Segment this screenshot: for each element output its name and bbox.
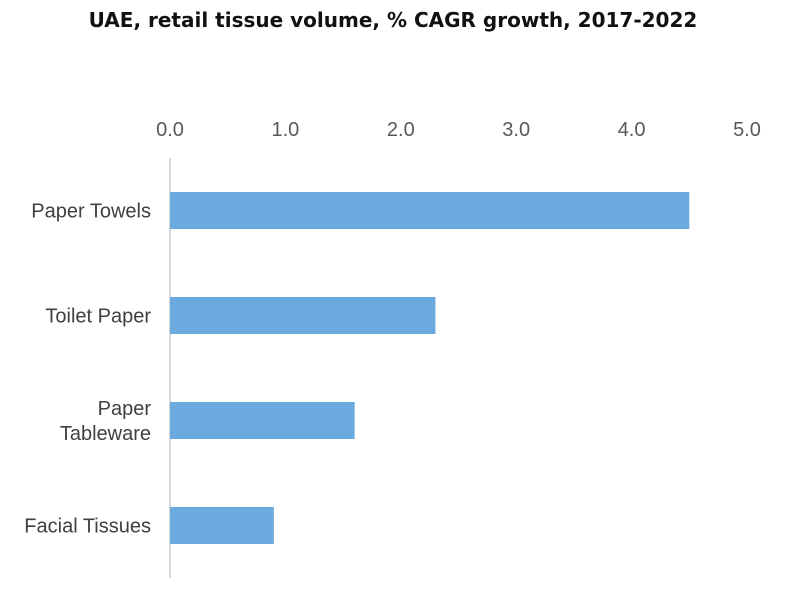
category-label: Paper — [98, 398, 152, 420]
x-tick-label: 1.0 — [271, 119, 299, 141]
category-label: Paper Towels — [31, 201, 151, 223]
bar — [170, 192, 690, 229]
category-label: Facial Tissues — [24, 516, 151, 538]
category-labels: Paper Towels Toilet Paper Paper Tableware Fa… — [24, 201, 151, 538]
x-tick-label: 5.0 — [733, 119, 761, 141]
category-label: Tableware — [60, 423, 151, 445]
category-label: Toilet Paper — [45, 306, 151, 328]
bar — [170, 297, 436, 334]
chart-title: UAE, retail tissue volume, % CAGR growth… — [88, 8, 698, 32]
x-tick-label: 4.0 — [618, 119, 646, 141]
x-tick-label: 3.0 — [502, 119, 530, 141]
x-axis-ticks: 0.0 1.0 2.0 3.0 4.0 5.0 — [156, 119, 761, 141]
bars — [170, 192, 690, 544]
x-tick-label: 0.0 — [156, 119, 184, 141]
bar — [170, 507, 274, 544]
bar — [170, 402, 355, 439]
x-tick-label: 2.0 — [387, 119, 415, 141]
